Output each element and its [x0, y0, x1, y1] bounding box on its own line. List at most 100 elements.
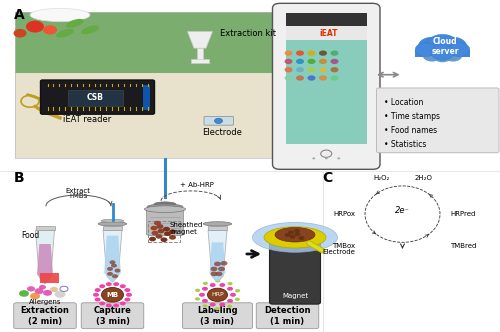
Circle shape [288, 230, 294, 234]
Circle shape [14, 29, 26, 38]
Text: Detection
(1 min): Detection (1 min) [264, 306, 311, 326]
Bar [15, 12, 278, 158]
Circle shape [202, 299, 208, 303]
Circle shape [227, 287, 233, 291]
Polygon shape [37, 244, 53, 284]
Circle shape [290, 235, 296, 239]
Polygon shape [104, 236, 121, 282]
Circle shape [210, 283, 216, 287]
Circle shape [308, 67, 316, 72]
Circle shape [210, 302, 216, 306]
Ellipse shape [203, 222, 232, 226]
Circle shape [93, 293, 99, 297]
Circle shape [432, 48, 453, 62]
Circle shape [298, 236, 304, 240]
Text: • Location: • Location [384, 98, 424, 107]
Circle shape [418, 37, 446, 55]
Circle shape [312, 157, 316, 159]
Circle shape [214, 262, 221, 266]
Bar [40, 273, 58, 283]
Circle shape [154, 221, 161, 225]
Bar [15, 73, 278, 158]
Circle shape [111, 264, 117, 268]
Circle shape [284, 50, 292, 56]
Circle shape [228, 282, 232, 285]
Circle shape [54, 290, 66, 298]
FancyBboxPatch shape [256, 303, 319, 329]
Polygon shape [103, 230, 122, 282]
Text: Extraction kit: Extraction kit [220, 29, 276, 38]
Circle shape [319, 75, 327, 81]
FancyBboxPatch shape [14, 303, 76, 329]
Text: Extraction
(2 min): Extraction (2 min) [20, 306, 70, 326]
Circle shape [235, 289, 240, 292]
Circle shape [152, 231, 158, 235]
Ellipse shape [154, 202, 176, 207]
Circle shape [308, 59, 316, 64]
Circle shape [214, 307, 220, 310]
Ellipse shape [144, 206, 186, 212]
Circle shape [422, 49, 442, 61]
Circle shape [308, 50, 316, 56]
Polygon shape [208, 230, 227, 282]
Bar [148, 221, 180, 242]
Bar [286, 26, 366, 40]
Circle shape [169, 235, 176, 240]
Text: CSB: CSB [86, 93, 104, 102]
Ellipse shape [275, 227, 315, 242]
Circle shape [431, 45, 454, 60]
Circle shape [126, 293, 132, 297]
Circle shape [34, 288, 43, 294]
Text: Electrode: Electrode [322, 249, 355, 255]
FancyBboxPatch shape [182, 303, 252, 329]
FancyBboxPatch shape [68, 90, 122, 106]
Circle shape [50, 287, 58, 292]
Circle shape [214, 118, 222, 124]
Bar [15, 12, 278, 73]
Circle shape [319, 67, 327, 72]
Circle shape [284, 67, 292, 72]
Bar [197, 48, 203, 60]
Circle shape [156, 234, 162, 239]
Circle shape [449, 43, 470, 57]
Circle shape [39, 285, 46, 290]
Circle shape [296, 59, 304, 64]
Circle shape [338, 157, 340, 159]
Circle shape [114, 269, 120, 273]
Text: TMBred: TMBred [450, 243, 476, 249]
Ellipse shape [252, 222, 338, 252]
Circle shape [160, 237, 168, 242]
Text: +MBs: +MBs [68, 193, 87, 199]
Polygon shape [188, 32, 212, 48]
Circle shape [156, 224, 164, 229]
Circle shape [30, 293, 40, 299]
Circle shape [112, 274, 118, 278]
Text: H₂O₂: H₂O₂ [374, 175, 390, 181]
Circle shape [149, 237, 156, 241]
Circle shape [330, 67, 338, 72]
Circle shape [26, 21, 44, 33]
Circle shape [220, 283, 226, 287]
Polygon shape [36, 230, 54, 284]
Text: Allergens: Allergens [29, 299, 61, 305]
Circle shape [440, 37, 466, 55]
Circle shape [330, 50, 338, 56]
Text: Capture
(3 min): Capture (3 min) [94, 306, 132, 326]
Text: HRPox: HRPox [333, 211, 355, 217]
Text: 2H₂O: 2H₂O [414, 175, 432, 181]
Text: • Statistics: • Statistics [384, 140, 426, 149]
Text: iEAT: iEAT [320, 29, 338, 38]
Circle shape [110, 260, 116, 264]
Text: HRP: HRP [211, 292, 224, 297]
Bar [208, 226, 227, 230]
Text: • Time stamps: • Time stamps [384, 112, 440, 121]
Circle shape [216, 279, 220, 283]
Ellipse shape [147, 204, 183, 209]
Circle shape [27, 286, 35, 291]
Circle shape [124, 288, 130, 292]
Circle shape [106, 303, 112, 307]
Ellipse shape [66, 19, 84, 28]
Bar [415, 50, 470, 57]
Text: Extract: Extract [65, 188, 90, 194]
Circle shape [124, 297, 130, 301]
